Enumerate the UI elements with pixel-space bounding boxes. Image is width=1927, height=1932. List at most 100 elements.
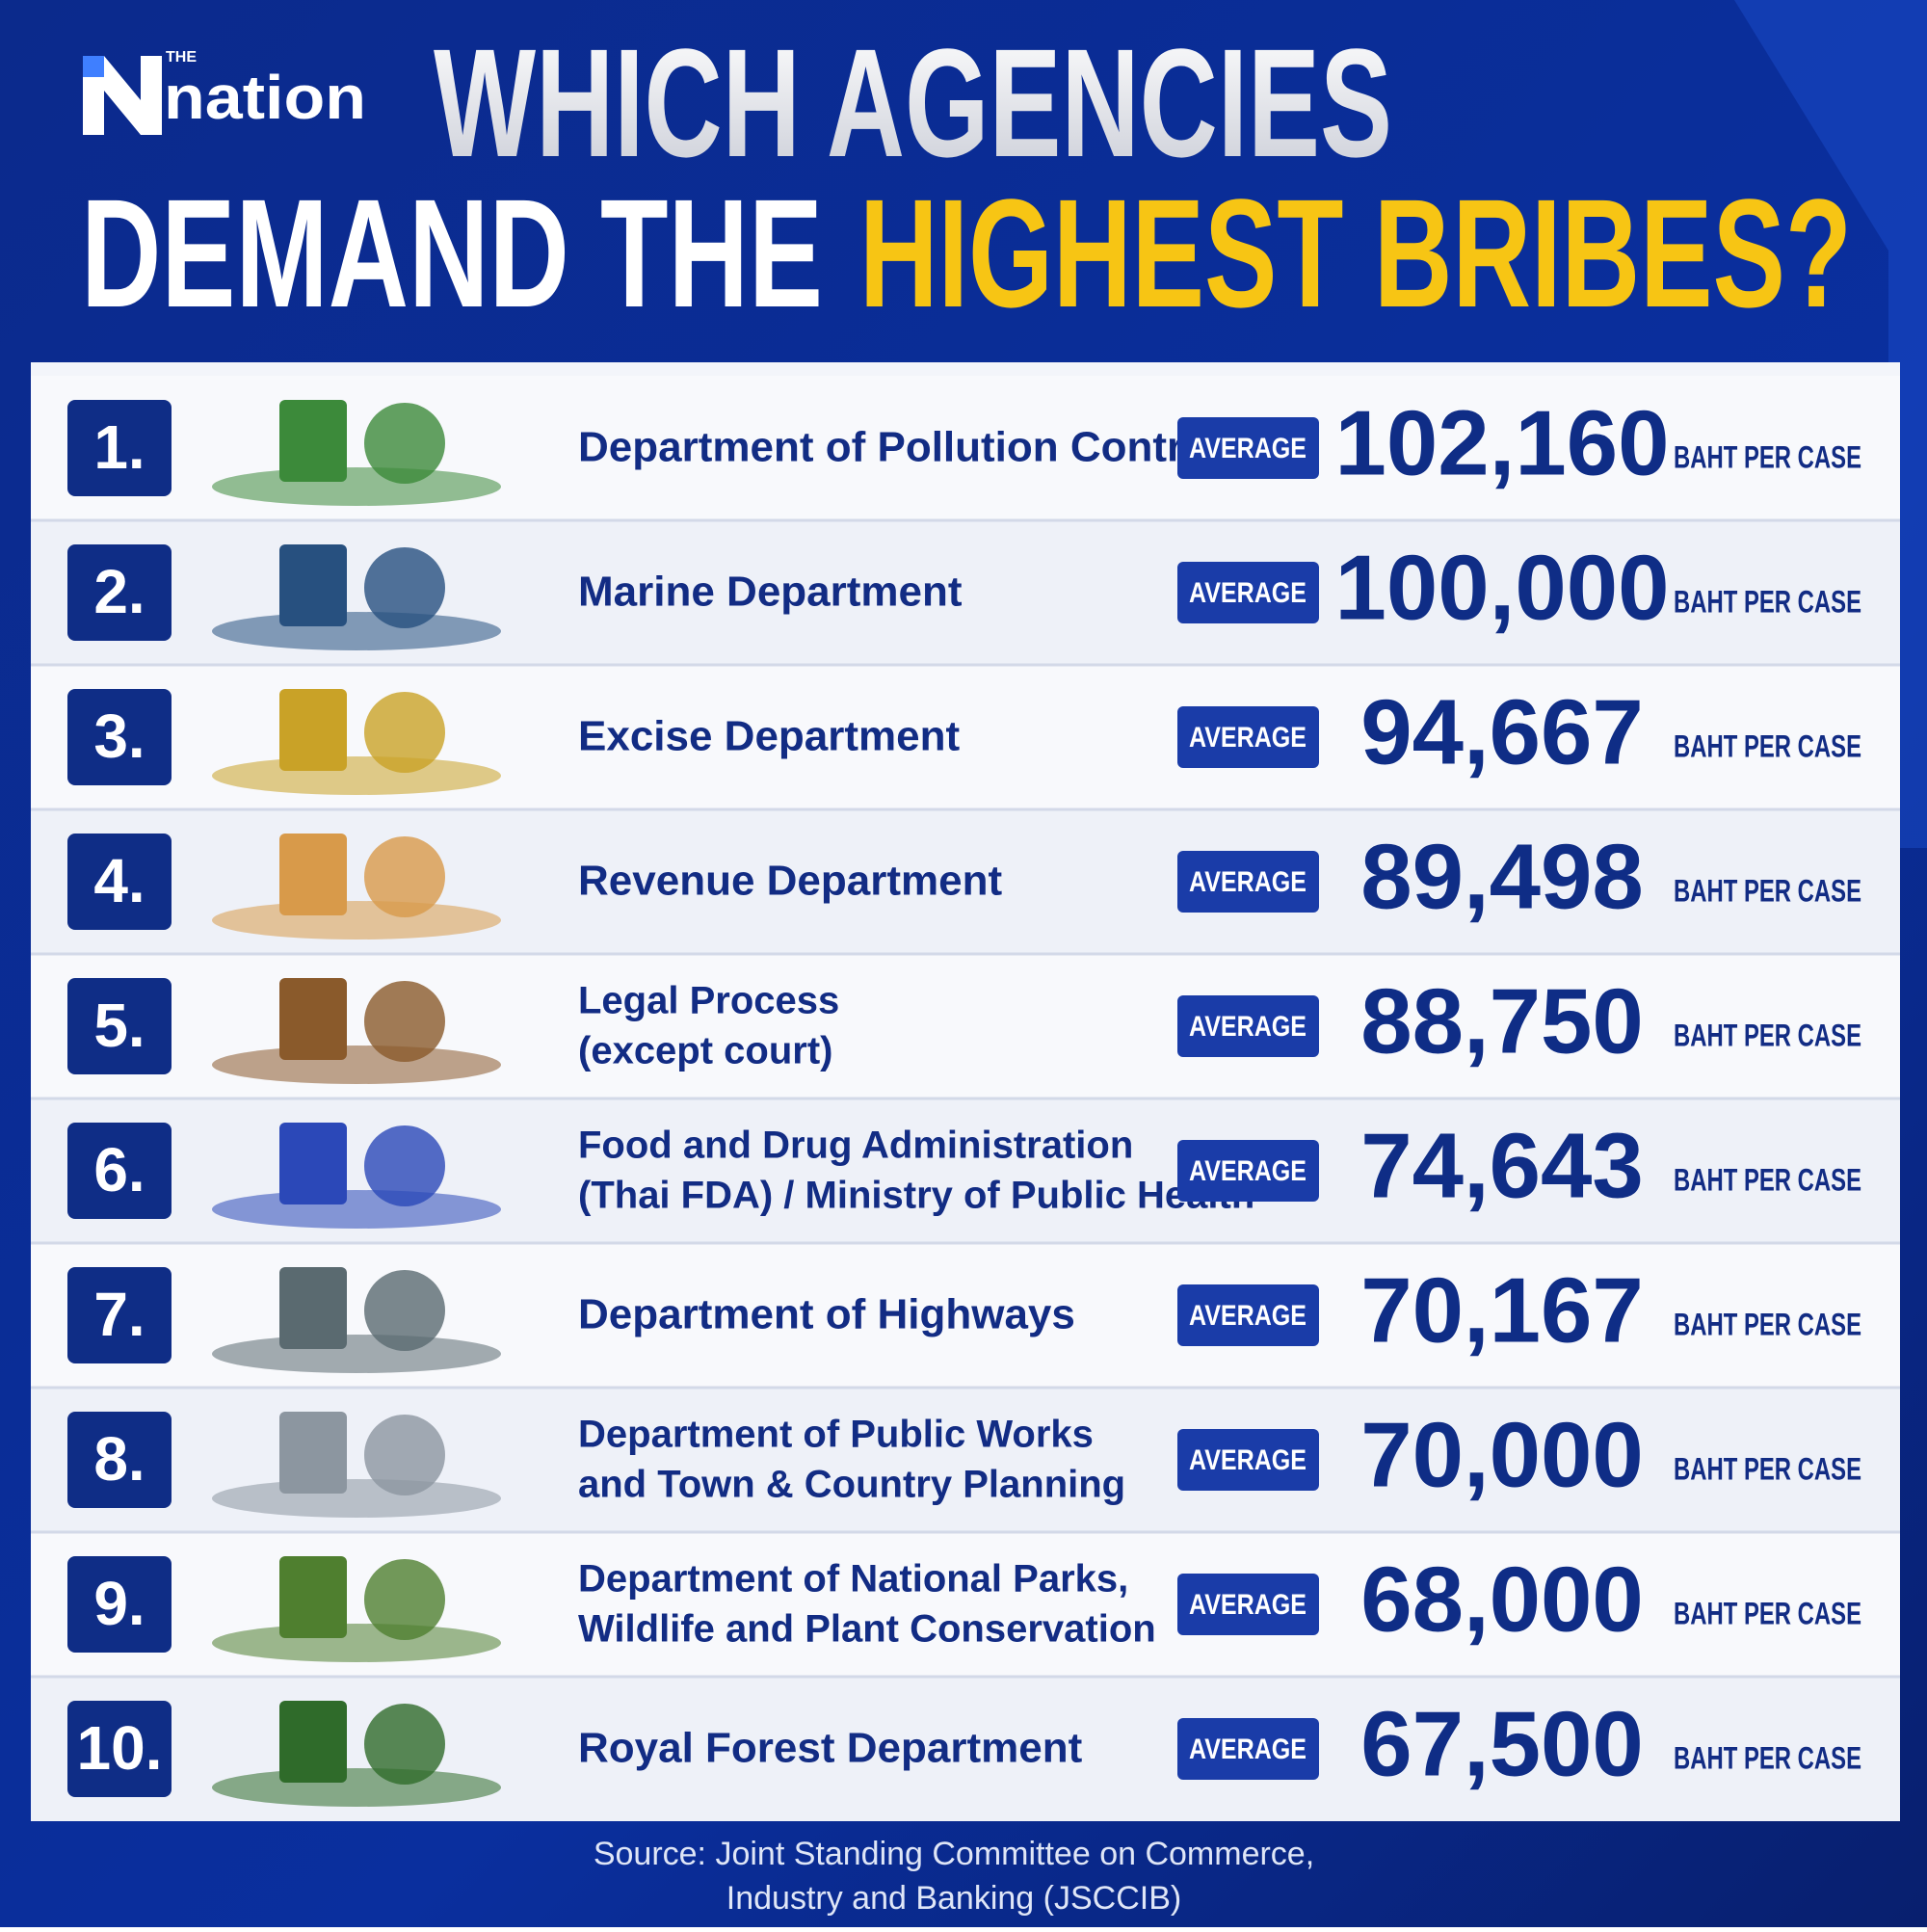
rank-box xyxy=(67,689,172,785)
illustration-base xyxy=(212,1335,501,1373)
title-highlight: HIGHEST BRIBES? xyxy=(859,167,1852,339)
illustration xyxy=(364,1559,445,1640)
illustration xyxy=(279,1701,347,1783)
unit: BAHT PER CASE xyxy=(1674,728,1861,763)
rank-box xyxy=(67,1412,172,1508)
rank: 4. xyxy=(93,846,145,915)
illustration xyxy=(279,689,347,771)
title-plain: DEMAND THE xyxy=(81,167,823,339)
illustration xyxy=(279,1123,347,1204)
table-rows: 1. Department of Pollution ControlAVERAGE… xyxy=(31,376,1900,1821)
logo-text: nation xyxy=(164,63,366,132)
rank: 5. xyxy=(93,991,145,1060)
badge xyxy=(1177,417,1319,479)
agency-name: Wildlife and Plant Conservation xyxy=(578,1608,1156,1651)
amount: 70,000 xyxy=(1360,1403,1644,1506)
illustration xyxy=(279,544,347,626)
unit: BAHT PER CASE xyxy=(1674,1740,1861,1775)
illustration xyxy=(364,403,445,484)
agency-name: Excise Department xyxy=(578,713,961,760)
unit: BAHT PER CASE xyxy=(1674,1162,1861,1197)
illustration-base xyxy=(212,1190,501,1229)
rank-box xyxy=(67,1123,172,1219)
illustration xyxy=(279,1412,347,1494)
illustration xyxy=(364,547,445,628)
badge xyxy=(1177,995,1319,1057)
illustration-base xyxy=(212,1479,501,1518)
rank: 8. xyxy=(93,1424,145,1494)
badge xyxy=(1177,1140,1319,1202)
badge xyxy=(1177,706,1319,768)
amount: 67,500 xyxy=(1360,1692,1644,1795)
rank: 7. xyxy=(93,1280,145,1349)
illustration-base xyxy=(212,1768,501,1807)
unit: BAHT PER CASE xyxy=(1674,1307,1861,1341)
illustration xyxy=(364,981,445,1062)
unit: BAHT PER CASE xyxy=(1674,1451,1861,1486)
rank-box xyxy=(67,1556,172,1653)
agency-name: (Thai FDA) / Ministry of Public Health xyxy=(578,1175,1254,1217)
illustration-base xyxy=(212,1624,501,1662)
unit: BAHT PER CASE xyxy=(1674,873,1861,908)
illustration-base xyxy=(212,467,501,506)
agency-name: Department of National Parks, xyxy=(578,1558,1128,1601)
illustration xyxy=(279,1267,347,1349)
agency-name: Royal Forest Department xyxy=(578,1725,1083,1772)
agency-name: Department of Public Works xyxy=(578,1414,1094,1456)
illustration xyxy=(364,1704,445,1785)
amount: 70,167 xyxy=(1360,1258,1644,1362)
illustration xyxy=(364,1270,445,1351)
illustration xyxy=(279,1556,347,1638)
illustration-base xyxy=(212,612,501,650)
agency-name: Food and Drug Administration xyxy=(578,1125,1133,1167)
badge-label: AVERAGE xyxy=(1189,577,1307,609)
decor xyxy=(1734,0,1927,848)
rank-box xyxy=(67,834,172,930)
badge xyxy=(1177,1429,1319,1491)
amount: 88,750 xyxy=(1360,969,1644,1072)
rank-box xyxy=(67,400,172,496)
title-line1: WHICH AGENCIES xyxy=(434,16,1392,189)
badge-label: AVERAGE xyxy=(1189,1589,1307,1621)
amount: 68,000 xyxy=(1360,1548,1644,1651)
badge-label: AVERAGE xyxy=(1189,1734,1307,1765)
unit: BAHT PER CASE xyxy=(1674,1596,1861,1630)
agency-name: Marine Department xyxy=(578,569,963,616)
badge xyxy=(1177,562,1319,623)
amount: 74,643 xyxy=(1360,1114,1644,1217)
amount: 100,000 xyxy=(1334,536,1669,639)
rank: 9. xyxy=(93,1569,145,1638)
source: Industry and Banking (JSCCIB) xyxy=(726,1880,1181,1917)
badge-label: AVERAGE xyxy=(1189,433,1307,464)
agency-name: Legal Process xyxy=(578,980,839,1022)
agency-name: Revenue Department xyxy=(578,858,1002,905)
badge xyxy=(1177,1718,1319,1780)
illustration xyxy=(364,692,445,773)
badge xyxy=(1177,1284,1319,1346)
illustration-base xyxy=(212,901,501,940)
badge xyxy=(1177,1574,1319,1635)
badge-label: AVERAGE xyxy=(1189,1444,1307,1476)
illustration-base xyxy=(212,1045,501,1084)
rank: 2. xyxy=(93,557,145,626)
badge-label: AVERAGE xyxy=(1189,866,1307,898)
rank-box xyxy=(67,978,172,1074)
source: Source: Joint Standing Committee on Comm… xyxy=(594,1836,1314,1872)
amount: 89,498 xyxy=(1360,825,1644,928)
agency-name: (except court) xyxy=(578,1030,833,1072)
logo: THE nation xyxy=(83,49,366,135)
badge-label: AVERAGE xyxy=(1189,1011,1307,1043)
unit: BAHT PER CASE xyxy=(1674,584,1861,619)
rank: 1. xyxy=(93,412,145,482)
rank-box xyxy=(67,1267,172,1363)
illustration xyxy=(279,400,347,482)
illustration xyxy=(364,836,445,917)
rank: 3. xyxy=(93,701,145,771)
illustration xyxy=(279,978,347,1060)
badge-label: AVERAGE xyxy=(1189,1300,1307,1332)
badge xyxy=(1177,851,1319,913)
badge-label: AVERAGE xyxy=(1189,722,1307,754)
rank-box xyxy=(67,544,172,641)
footer: Source: Joint Standing Committee on Comm… xyxy=(594,1836,1314,1917)
